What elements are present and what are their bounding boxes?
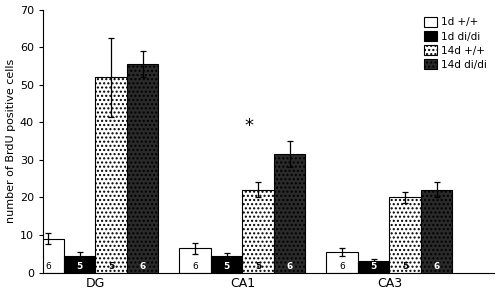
Text: *: * xyxy=(244,118,253,136)
Bar xyxy=(421,190,452,273)
Bar xyxy=(180,248,211,273)
Text: 6: 6 xyxy=(434,262,440,271)
Legend: 1d +/+, 1d di/di, 14d +/+, 14d di/di: 1d +/+, 1d di/di, 14d +/+, 14d di/di xyxy=(422,15,489,72)
Bar xyxy=(242,190,274,273)
Text: 6: 6 xyxy=(192,262,198,271)
Text: 5: 5 xyxy=(255,262,262,271)
Text: 6: 6 xyxy=(46,262,51,271)
Bar xyxy=(211,256,242,273)
Bar xyxy=(358,261,390,273)
Text: 5: 5 xyxy=(370,262,377,271)
Bar xyxy=(96,77,127,273)
Bar xyxy=(127,64,158,273)
Bar xyxy=(32,239,64,273)
Text: 5: 5 xyxy=(224,262,230,271)
Bar xyxy=(64,256,96,273)
Text: 5: 5 xyxy=(108,262,114,271)
Bar xyxy=(326,252,358,273)
Text: 6: 6 xyxy=(140,262,146,271)
Text: 6: 6 xyxy=(340,262,345,271)
Bar xyxy=(274,154,306,273)
Text: 5: 5 xyxy=(402,262,408,271)
Bar xyxy=(390,197,421,273)
Y-axis label: number of BrdU positive cells: number of BrdU positive cells xyxy=(6,59,16,223)
Text: 6: 6 xyxy=(286,262,293,271)
Text: 5: 5 xyxy=(76,262,83,271)
